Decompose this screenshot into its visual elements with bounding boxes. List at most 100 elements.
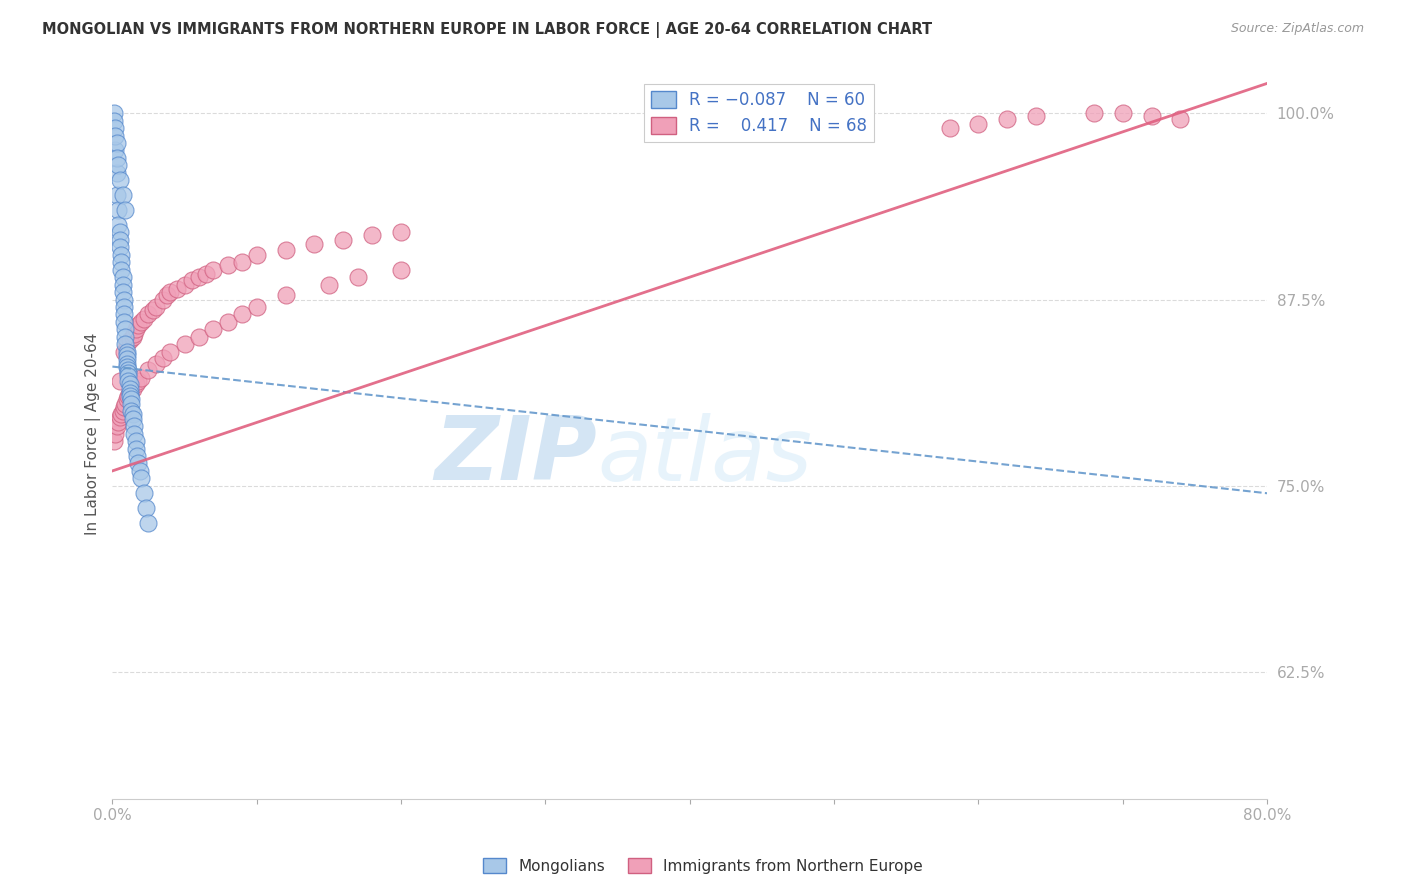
Point — [107, 203, 129, 218]
Point — [107, 158, 129, 172]
Point — [129, 371, 152, 385]
Point — [103, 106, 125, 120]
Point — [112, 344, 135, 359]
Point — [346, 270, 368, 285]
Point — [1083, 106, 1105, 120]
Text: MONGOLIAN VS IMMIGRANTS FROM NORTHERN EUROPE IN LABOR FORCE | AGE 20-64 CORRELAT: MONGOLIAN VS IMMIGRANTS FROM NORTHERN EU… — [42, 22, 932, 38]
Point — [115, 344, 138, 359]
Point — [231, 307, 253, 321]
Point — [145, 357, 167, 371]
Point — [274, 244, 297, 258]
Point — [115, 392, 138, 407]
Point — [108, 233, 131, 247]
Point — [110, 407, 132, 421]
Text: atlas: atlas — [598, 412, 813, 499]
Point — [110, 255, 132, 269]
Point — [127, 375, 149, 389]
Point — [122, 326, 145, 341]
Point — [110, 248, 132, 262]
Point — [120, 397, 142, 411]
Point — [115, 337, 138, 351]
Point — [121, 407, 143, 421]
Point — [217, 315, 239, 329]
Point — [124, 434, 146, 448]
Point — [166, 282, 188, 296]
Point — [111, 277, 134, 292]
Point — [105, 419, 128, 434]
Point — [134, 311, 156, 326]
Point — [318, 277, 340, 292]
Point — [217, 258, 239, 272]
Point — [118, 333, 141, 347]
Point — [129, 315, 152, 329]
Point — [108, 240, 131, 254]
Point — [231, 255, 253, 269]
Point — [112, 293, 135, 307]
Point — [107, 415, 129, 429]
Point — [121, 382, 143, 396]
Text: Source: ZipAtlas.com: Source: ZipAtlas.com — [1230, 22, 1364, 36]
Point — [159, 344, 181, 359]
Point — [152, 351, 174, 365]
Point — [114, 203, 136, 218]
Point — [112, 300, 135, 314]
Legend: R = −0.087    N = 60, R =    0.417    N = 68: R = −0.087 N = 60, R = 0.417 N = 68 — [644, 84, 875, 142]
Point — [107, 218, 129, 232]
Point — [105, 151, 128, 165]
Point — [332, 233, 354, 247]
Point — [122, 419, 145, 434]
Point — [152, 293, 174, 307]
Point — [118, 377, 141, 392]
Y-axis label: In Labor Force | Age 20-64: In Labor Force | Age 20-64 — [86, 333, 101, 535]
Point — [114, 337, 136, 351]
Point — [138, 307, 160, 321]
Point — [145, 300, 167, 314]
Point — [361, 228, 384, 243]
Point — [129, 471, 152, 485]
Point — [121, 330, 143, 344]
Point — [188, 330, 211, 344]
Point — [1170, 112, 1192, 127]
Point — [120, 404, 142, 418]
Point — [195, 267, 218, 281]
Point — [105, 136, 128, 150]
Point — [173, 277, 195, 292]
Point — [124, 322, 146, 336]
Point — [188, 270, 211, 285]
Point — [108, 226, 131, 240]
Point — [104, 121, 127, 136]
Point — [115, 352, 138, 367]
Point — [127, 318, 149, 332]
Point — [135, 501, 157, 516]
Point — [120, 392, 142, 407]
Point — [105, 166, 128, 180]
Point — [115, 357, 138, 371]
Point — [118, 386, 141, 401]
Text: ZIP: ZIP — [434, 412, 598, 499]
Point — [304, 237, 326, 252]
Point — [156, 288, 179, 302]
Point — [938, 121, 960, 136]
Point — [142, 302, 165, 317]
Point — [118, 389, 141, 403]
Point — [111, 285, 134, 299]
Point — [112, 400, 135, 414]
Point — [202, 322, 225, 336]
Point — [114, 322, 136, 336]
Point — [121, 411, 143, 425]
Point — [115, 359, 138, 374]
Point — [138, 516, 160, 530]
Point — [108, 375, 131, 389]
Point — [104, 426, 127, 441]
Point — [104, 128, 127, 143]
Point — [1025, 109, 1047, 123]
Point — [173, 337, 195, 351]
Point — [124, 442, 146, 456]
Point — [995, 112, 1018, 127]
Point — [1112, 106, 1135, 120]
Point — [127, 457, 149, 471]
Point — [117, 368, 139, 383]
Point — [117, 389, 139, 403]
Point — [246, 300, 269, 314]
Point — [105, 188, 128, 202]
